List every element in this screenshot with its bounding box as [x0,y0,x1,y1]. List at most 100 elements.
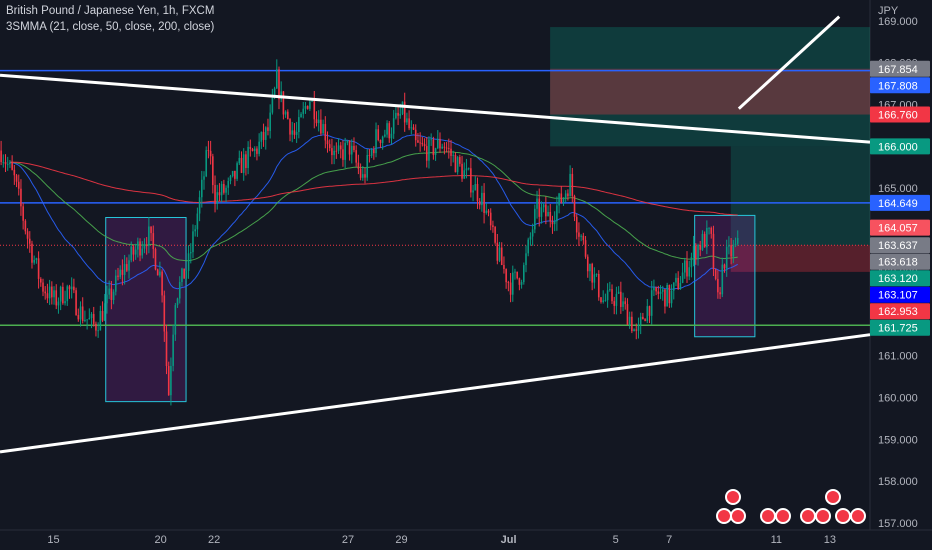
candle-body [200,179,203,198]
price-label: 163.637 [878,240,918,252]
candle-body [463,170,466,179]
candle-body [485,210,488,213]
event-flag-marker[interactable] [725,489,741,505]
candle-body [123,264,126,275]
candle-body [708,227,710,229]
candle-body [688,267,691,277]
candle-body [324,124,327,141]
projection-line[interactable] [737,15,841,110]
event-marker[interactable] [775,508,791,524]
candle-body [430,139,432,141]
indicator-legend[interactable]: 3SMMA (21, close, 50, close, 200, close) [6,21,215,33]
event-marker[interactable] [850,508,866,524]
event-marker[interactable] [716,508,732,524]
candle-body [121,269,124,275]
candle-body [459,157,461,164]
candle-body [436,138,439,149]
candle-body [633,329,635,332]
candle-body [134,249,137,255]
candle-body [465,168,468,171]
candle-body [26,231,29,239]
candle-body [242,154,245,173]
stop-zone-upper[interactable] [550,68,870,115]
candle-body [214,185,216,205]
event-marker[interactable] [760,508,776,524]
candle-body [626,304,629,325]
candle-body [575,216,578,233]
candle-body [646,306,649,321]
symbol-title[interactable]: British Pound / Japanese Yen, 1h, FXCM [6,5,215,17]
stop-zone-lower[interactable] [730,245,870,272]
candle-body [456,157,459,173]
ma-smma-200[interactable] [9,161,738,216]
candles [0,59,739,406]
candle-body [500,247,503,266]
candle-body [159,271,161,276]
candle-body [624,301,627,305]
candle-body [291,130,294,135]
candle-body [220,183,223,196]
price-tick-label: 160.000 [878,392,918,404]
candle-body [51,286,53,298]
event-marker[interactable] [815,508,831,524]
candle-body [189,252,192,254]
candle-body [9,162,11,165]
candle-body [53,290,55,298]
candle-body [339,145,342,150]
price-label: 166.000 [878,141,918,153]
candle-body [62,286,64,304]
candle-body [44,291,47,294]
candle-body [203,176,205,180]
event-flag-marker[interactable] [825,489,841,505]
economic-events [716,489,866,524]
candle-body [0,150,2,163]
candle-body [690,257,693,268]
candle-body [556,205,558,222]
candle-body [95,323,97,331]
candle-body [732,245,735,257]
time-tick-label: 13 [824,534,836,546]
price-label: 167.808 [878,80,918,92]
lower-trendline[interactable] [0,333,871,454]
candle-body [375,129,377,154]
candle-body [697,245,699,260]
candle-body [218,192,221,196]
candle-body [412,127,415,130]
candle-body [35,258,38,260]
candle-body [386,123,388,135]
candle-body [11,162,13,170]
price-label: 163.107 [878,290,918,302]
profit-zone-lower[interactable] [730,146,870,246]
candle-body [249,146,252,149]
candle-body [172,334,174,366]
candle-body [370,149,373,156]
candle-body [20,188,22,207]
candle-body [143,245,146,249]
candle-body [659,291,662,294]
profit-zone-upper[interactable] [550,27,870,147]
candle-body [390,133,393,139]
upper-trendline[interactable] [0,73,871,144]
candle-body [421,142,424,145]
candle-body [701,233,704,250]
candle-body [525,253,527,266]
candle-body [223,183,225,193]
price-label: 162.953 [878,306,918,318]
event-marker[interactable] [730,508,746,524]
price-label-bg [870,319,930,336]
candle-body [342,149,344,160]
candle-body [271,97,274,113]
candle-body [648,306,651,316]
event-marker[interactable] [800,508,816,524]
candle-body [152,233,155,249]
candle-body [593,274,596,283]
candle-body [562,197,565,203]
event-marker[interactable] [835,508,851,524]
demand-zone-right[interactable] [694,214,756,338]
candle-body [434,148,437,156]
candle-body [597,273,600,298]
candle-body [536,198,538,209]
candle-body [212,156,214,186]
candle-body [22,206,24,221]
